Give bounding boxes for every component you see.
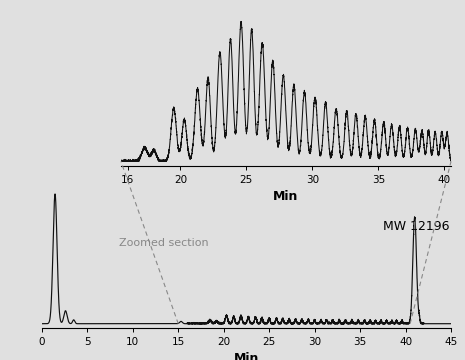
Text: Zoomed section: Zoomed section: [119, 238, 209, 248]
Text: MW 12196: MW 12196: [383, 220, 449, 233]
X-axis label: Min: Min: [273, 190, 299, 203]
X-axis label: Min: Min: [234, 352, 259, 360]
